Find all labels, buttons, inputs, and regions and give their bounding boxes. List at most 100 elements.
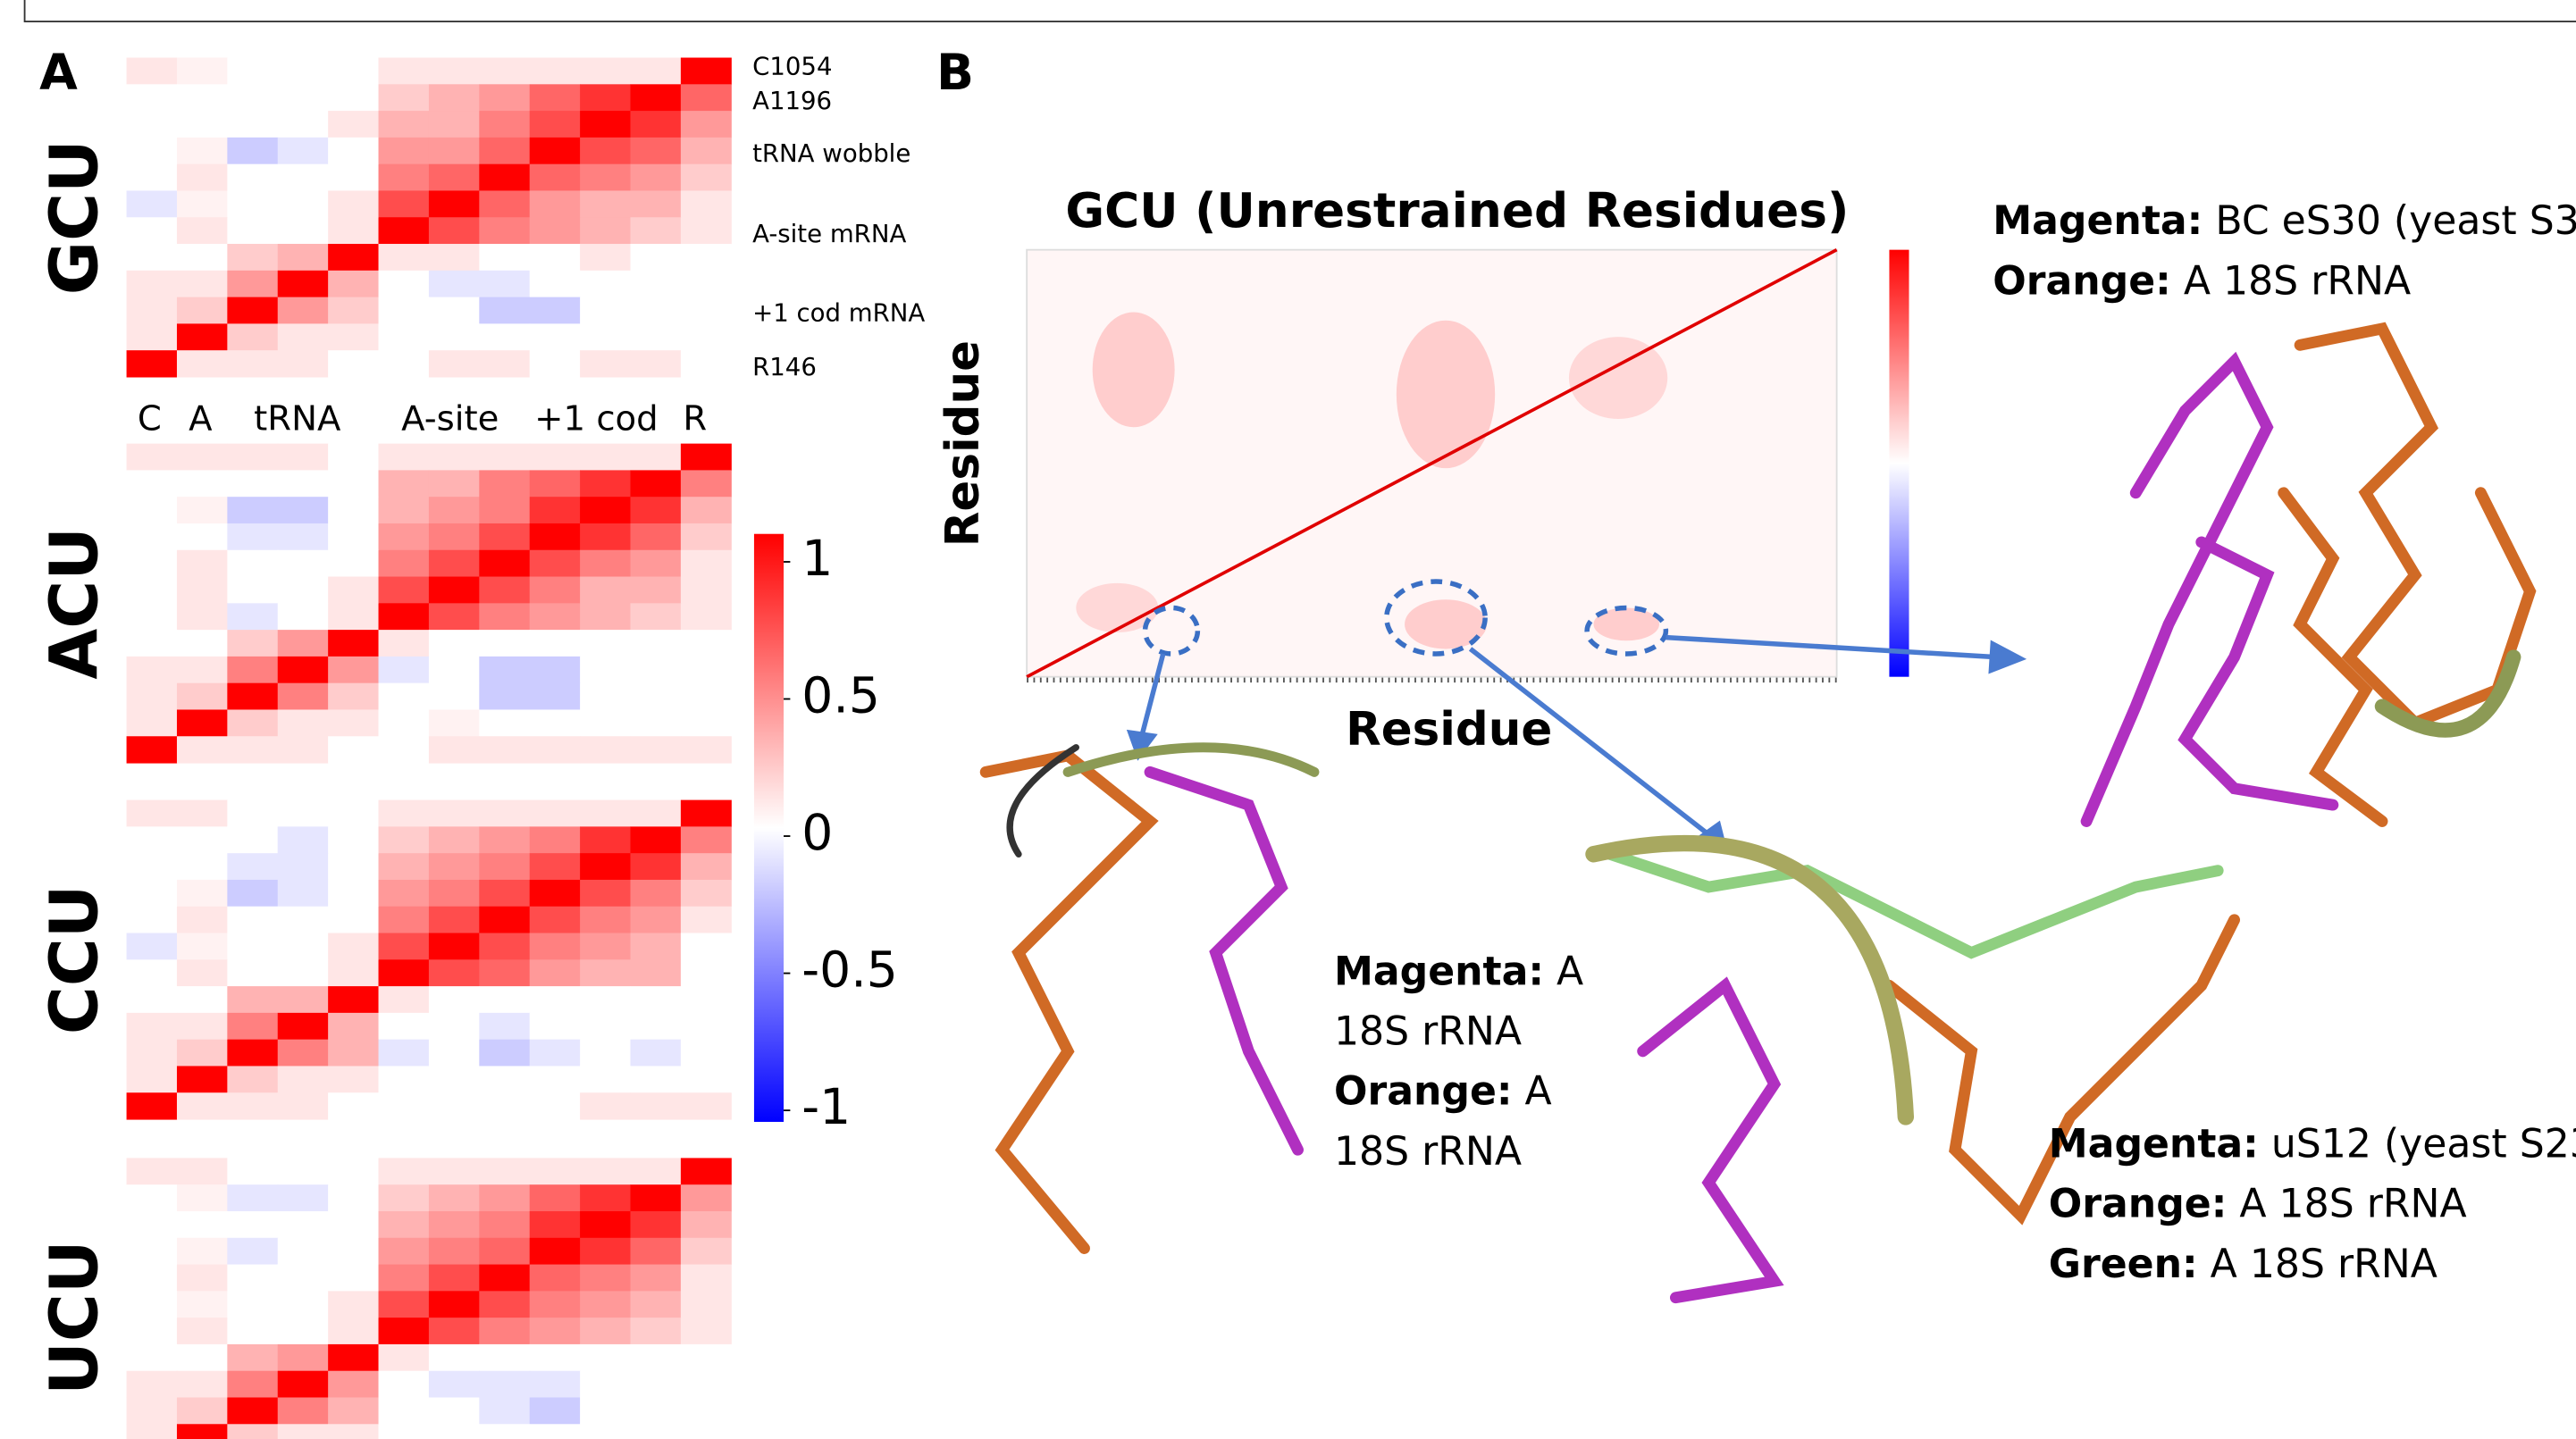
heatmap-cell	[277, 497, 329, 524]
heatmap-cell	[680, 1318, 732, 1345]
heatmap-cell	[227, 470, 279, 498]
heatmap-cell	[176, 443, 228, 471]
heatmap-cell	[479, 470, 531, 498]
heatmap-cell	[580, 1343, 632, 1372]
heatmap-cell	[176, 799, 228, 827]
heatmap-cell	[529, 323, 581, 351]
heatmap-cell	[580, 1424, 632, 1439]
heatmap-cell	[680, 709, 732, 737]
heatmap-cell	[378, 630, 430, 657]
heatmap-cell	[680, 323, 732, 351]
heatmap-cell	[227, 933, 279, 960]
heatmap-cell	[479, 111, 531, 138]
heatmap-cell	[680, 1066, 732, 1093]
heatmap-cell	[680, 799, 732, 827]
heatmap-cell	[428, 217, 480, 245]
heatmap-cell	[227, 244, 279, 272]
heatmap-cell	[328, 709, 380, 737]
heatmap-cell	[630, 1210, 682, 1239]
heatmap-cell	[580, 656, 632, 684]
heatmap-cell	[176, 1237, 228, 1266]
inner-title: GCU (Unrestrained Residues)	[1065, 183, 1849, 238]
colorbar-tick-label: -1	[801, 1079, 851, 1136]
heatmap-cell	[680, 576, 732, 604]
heatmap-cell	[328, 163, 380, 192]
column-label: A-site	[401, 398, 499, 439]
heatmap-cell	[126, 350, 178, 378]
heatmap-cell	[277, 1158, 329, 1185]
heatmap-cell	[378, 217, 430, 245]
heatmap-cell	[277, 1424, 329, 1439]
heatmap-cell	[428, 630, 480, 657]
heatmap-cell	[277, 959, 329, 987]
heatmap-cell	[176, 1066, 228, 1093]
heatmap-cell	[277, 1012, 329, 1041]
heatmap-cell	[126, 1066, 178, 1093]
heatmap-cell	[328, 1237, 380, 1266]
heatmap-cell	[680, 217, 732, 245]
heatmap-cell	[227, 576, 279, 604]
heatmap-cell	[277, 190, 329, 218]
heatmap-cell	[126, 853, 178, 881]
column-label: tRNA	[254, 398, 341, 439]
heatmap-cell	[580, 497, 632, 524]
heatmap-cell	[378, 57, 430, 85]
heatmap-cell	[529, 603, 581, 631]
heatmap-cell	[176, 190, 228, 218]
heatmap-cell	[580, 853, 632, 881]
heatmap-cell	[580, 244, 632, 272]
row-label: A1196	[752, 86, 832, 115]
heatmap-cell	[227, 497, 279, 524]
heatmap-cell	[580, 826, 632, 854]
x-axis-label: Residue	[1346, 703, 1552, 757]
heatmap-cell	[580, 1158, 632, 1185]
heatmap-cell	[277, 323, 329, 351]
heatmap-cell	[428, 656, 480, 684]
heatmap-cell	[529, 853, 581, 881]
heatmap-cell	[227, 826, 279, 854]
heatmap-cell	[630, 709, 682, 737]
heatmap-cell	[176, 1318, 228, 1345]
heatmap-cell	[227, 906, 279, 934]
heatmap-cell	[277, 270, 329, 298]
heatmap-cell	[227, 1237, 279, 1266]
heatmap-cell	[176, 297, 228, 324]
heatmap-cell	[529, 1343, 581, 1372]
heatmap-cell	[328, 84, 380, 112]
heatmap-cell	[428, 1397, 480, 1425]
caption-line: 18S rRNA	[1334, 1129, 1522, 1175]
heatmap-cell	[680, 1210, 732, 1239]
heatmap-cell	[428, 270, 480, 298]
heatmap-cell	[680, 826, 732, 854]
heatmap-cell	[378, 111, 430, 138]
heatmap-cell	[378, 523, 430, 551]
heatmap-cell	[479, 1092, 531, 1120]
heatmap-cell	[328, 523, 380, 551]
heatmap-cell	[479, 906, 531, 934]
caption-bold: Orange:	[1334, 1069, 1513, 1115]
heatmap-cell	[328, 1092, 380, 1120]
arrows	[1126, 634, 2027, 855]
heatmap-cell	[126, 217, 178, 245]
heatmap-cell	[176, 163, 228, 192]
heatmap-cell	[176, 576, 228, 604]
heatmap-cell	[428, 137, 480, 165]
heatmap-cell	[630, 603, 682, 631]
heatmap-cell	[580, 1264, 632, 1292]
heatmap-cell	[277, 906, 329, 934]
heatmap-cell	[479, 163, 531, 192]
heatmap-cell	[277, 217, 329, 245]
heatmap-cell	[428, 879, 480, 908]
heatmap-cell	[529, 1237, 581, 1266]
heatmap-cell	[630, 270, 682, 298]
heatmap-cell	[227, 111, 279, 138]
caption-text: A	[1513, 1069, 1552, 1115]
heatmap-cell	[126, 523, 178, 551]
heatmap-cell	[176, 986, 228, 1014]
heatmap-cell	[529, 1210, 581, 1239]
heatmap-cell	[277, 986, 329, 1014]
heatmap-cell	[630, 1318, 682, 1345]
heatmap-cell	[428, 497, 480, 524]
caption-line: Magenta: BC eS30 (yeast S30	[1993, 198, 2576, 244]
heatmap-cell	[227, 57, 279, 85]
